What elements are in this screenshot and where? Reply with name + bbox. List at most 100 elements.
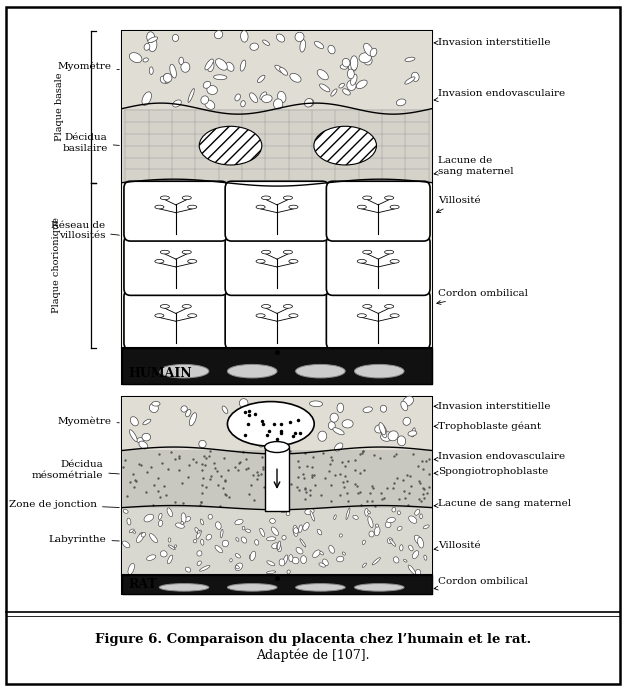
Ellipse shape (181, 406, 187, 412)
Text: Lacune de
sang maternel: Lacune de sang maternel (434, 156, 514, 176)
Ellipse shape (175, 523, 185, 528)
Ellipse shape (208, 514, 212, 519)
Ellipse shape (319, 563, 326, 567)
Ellipse shape (275, 422, 282, 426)
Ellipse shape (409, 545, 413, 551)
Ellipse shape (189, 413, 197, 426)
Ellipse shape (342, 58, 350, 67)
Ellipse shape (168, 538, 171, 542)
Ellipse shape (188, 88, 194, 102)
Ellipse shape (155, 205, 164, 209)
Bar (122, 182, 432, 348)
Ellipse shape (200, 565, 210, 571)
Ellipse shape (172, 35, 178, 41)
Ellipse shape (188, 314, 197, 317)
Ellipse shape (347, 80, 356, 91)
Ellipse shape (381, 425, 387, 438)
Ellipse shape (215, 59, 227, 70)
Ellipse shape (163, 74, 170, 84)
Bar (122, 108, 432, 182)
Ellipse shape (385, 522, 391, 528)
Ellipse shape (250, 93, 257, 102)
Ellipse shape (333, 428, 344, 435)
Ellipse shape (262, 305, 270, 308)
Ellipse shape (396, 99, 406, 106)
Ellipse shape (201, 96, 208, 104)
Ellipse shape (362, 250, 372, 254)
Text: Lacune de sang maternel: Lacune de sang maternel (434, 498, 572, 508)
Ellipse shape (129, 529, 134, 533)
Ellipse shape (256, 259, 265, 263)
Ellipse shape (284, 305, 292, 308)
Ellipse shape (374, 527, 380, 536)
Ellipse shape (148, 37, 158, 43)
Ellipse shape (152, 401, 160, 406)
Ellipse shape (160, 250, 170, 254)
Ellipse shape (403, 417, 411, 426)
Ellipse shape (331, 89, 337, 96)
Ellipse shape (290, 428, 297, 440)
Ellipse shape (143, 58, 148, 62)
Ellipse shape (250, 43, 259, 50)
Ellipse shape (314, 41, 324, 48)
Ellipse shape (408, 430, 417, 436)
Ellipse shape (346, 508, 350, 520)
Ellipse shape (205, 59, 213, 70)
Ellipse shape (240, 426, 245, 430)
Ellipse shape (387, 518, 396, 522)
Ellipse shape (418, 538, 424, 548)
Ellipse shape (265, 442, 289, 453)
Text: RAT: RAT (128, 578, 157, 591)
Ellipse shape (409, 516, 417, 523)
Ellipse shape (260, 528, 265, 537)
Ellipse shape (241, 537, 247, 543)
Ellipse shape (226, 62, 234, 71)
Ellipse shape (353, 515, 358, 520)
Ellipse shape (387, 538, 393, 544)
Bar (122, 451, 432, 508)
Ellipse shape (342, 419, 353, 428)
Ellipse shape (227, 401, 314, 446)
Ellipse shape (188, 205, 197, 209)
Ellipse shape (255, 540, 259, 545)
Ellipse shape (349, 63, 356, 72)
Ellipse shape (289, 259, 298, 263)
Ellipse shape (155, 314, 164, 317)
Ellipse shape (334, 443, 343, 451)
Ellipse shape (295, 32, 304, 41)
Ellipse shape (247, 409, 257, 422)
Ellipse shape (213, 75, 227, 79)
Ellipse shape (235, 565, 239, 569)
Text: Invasion interstitielle: Invasion interstitielle (434, 38, 551, 48)
Ellipse shape (158, 520, 163, 527)
Ellipse shape (277, 541, 280, 550)
Ellipse shape (284, 250, 292, 254)
Ellipse shape (398, 511, 401, 515)
Ellipse shape (235, 520, 243, 524)
Ellipse shape (127, 518, 131, 525)
Ellipse shape (262, 95, 272, 102)
Ellipse shape (130, 430, 137, 442)
Ellipse shape (342, 88, 351, 95)
Text: Spongiotrophoblaste: Spongiotrophoblaste (434, 466, 548, 476)
Ellipse shape (235, 563, 243, 571)
Ellipse shape (248, 408, 253, 412)
Ellipse shape (142, 433, 151, 441)
Ellipse shape (309, 401, 322, 407)
Ellipse shape (197, 551, 202, 556)
Ellipse shape (381, 432, 394, 442)
Ellipse shape (230, 558, 232, 562)
Ellipse shape (200, 519, 203, 525)
Ellipse shape (390, 205, 399, 209)
Bar (122, 508, 432, 575)
FancyBboxPatch shape (124, 181, 228, 241)
Ellipse shape (357, 205, 366, 209)
Ellipse shape (227, 584, 277, 591)
Ellipse shape (390, 259, 399, 263)
Ellipse shape (123, 541, 130, 548)
Bar (265, 447, 289, 511)
Ellipse shape (372, 558, 381, 565)
Ellipse shape (339, 83, 344, 88)
Ellipse shape (148, 38, 157, 52)
Ellipse shape (289, 411, 297, 420)
